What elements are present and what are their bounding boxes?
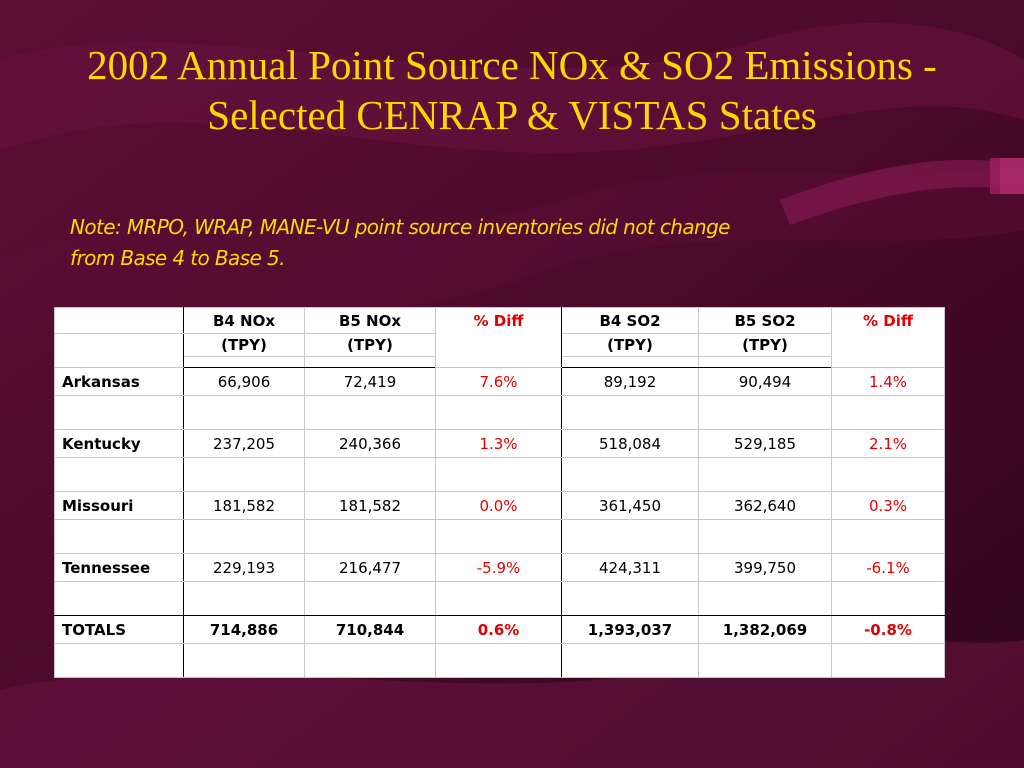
table-spacer-row: [54, 643, 945, 678]
table-row: Tennessee 229,193 216,477 -5.9% 424,311 …: [54, 553, 945, 582]
nox-diff-value: 1.3%: [435, 429, 562, 458]
total-so2-diff: -0.8%: [831, 615, 945, 644]
so2-diff-value: -6.1%: [831, 553, 945, 582]
state-name: Tennessee: [54, 553, 184, 582]
so2-diff-value: 1.4%: [831, 367, 945, 396]
table-spacer-row: [54, 581, 945, 616]
b4-so2-value: 89,192: [561, 367, 699, 396]
b4-nox-value: 181,582: [183, 491, 305, 520]
note-text: Note: MRPO, WRAP, MANE-VU point source i…: [70, 212, 930, 274]
b4-nox-value: 237,205: [183, 429, 305, 458]
header-b4-so2: B4 SO2: [561, 307, 699, 334]
title-line-2: Selected CENRAP & VISTAS States: [207, 92, 817, 138]
total-nox-diff: 0.6%: [435, 615, 562, 644]
note-line-1: Note: MRPO, WRAP, MANE-VU point source i…: [70, 215, 730, 239]
header-b5-so2-unit: (TPY): [698, 333, 832, 357]
header-units-row: (TPY) (TPY) (TPY) (TPY): [54, 333, 945, 368]
table-row: Kentucky 237,205 240,366 1.3% 518,084 52…: [54, 429, 945, 458]
header-corner: [54, 307, 184, 334]
nox-diff-value: 0.0%: [435, 491, 562, 520]
total-b5-so2: 1,382,069: [698, 615, 832, 644]
note-line-2: from Base 4 to Base 5.: [70, 246, 285, 270]
state-name: Kentucky: [54, 429, 184, 458]
b4-so2-value: 424,311: [561, 553, 699, 582]
total-b5-nox: 710,844: [304, 615, 436, 644]
emissions-table: B4 NOx B5 NOx % Diff B4 SO2 B5 SO2 % Dif…: [54, 307, 945, 678]
header-b4-so2-unit: (TPY): [561, 333, 699, 357]
b4-nox-value: 66,906: [183, 367, 305, 396]
header-b5-nox: B5 NOx: [304, 307, 436, 334]
state-name: Arkansas: [54, 367, 184, 396]
b5-so2-value: 529,185: [698, 429, 832, 458]
header-b5-so2: B5 SO2: [698, 307, 832, 334]
table-row: Arkansas 66,906 72,419 7.6% 89,192 90,49…: [54, 367, 945, 396]
b5-so2-value: 362,640: [698, 491, 832, 520]
total-b4-nox: 714,886: [183, 615, 305, 644]
nox-diff-value: 7.6%: [435, 367, 562, 396]
b5-nox-value: 216,477: [304, 553, 436, 582]
header-corner-lower: [54, 333, 184, 368]
header-so2-diff: % Diff: [831, 307, 945, 368]
title-line-1: 2002 Annual Point Source NOx & SO2 Emiss…: [87, 42, 937, 88]
totals-label: TOTALS: [54, 615, 184, 644]
b5-so2-value: 90,494: [698, 367, 832, 396]
b4-so2-value: 361,450: [561, 491, 699, 520]
b4-nox-value: 229,193: [183, 553, 305, 582]
header-row: B4 NOx B5 NOx % Diff B4 SO2 B5 SO2 % Dif…: [54, 307, 945, 368]
state-name: Missouri: [54, 491, 184, 520]
b4-so2-value: 518,084: [561, 429, 699, 458]
b5-so2-value: 399,750: [698, 553, 832, 582]
table-spacer-row: [54, 457, 945, 492]
b5-nox-value: 240,366: [304, 429, 436, 458]
header-b5-nox-unit: (TPY): [304, 333, 436, 357]
table-spacer-row: [54, 395, 945, 430]
slide-title: 2002 Annual Point Source NOx & SO2 Emiss…: [20, 40, 1004, 140]
b5-nox-value: 181,582: [304, 491, 436, 520]
totals-row: TOTALS 714,886 710,844 0.6% 1,393,037 1,…: [54, 615, 945, 644]
header-b4-nox: B4 NOx: [183, 307, 305, 334]
header-spacer-row: [55, 356, 945, 368]
header-b4-nox-unit: (TPY): [183, 333, 305, 357]
table-spacer-row: [54, 519, 945, 554]
so2-diff-value: 2.1%: [831, 429, 945, 458]
table-row: Missouri 181,582 181,582 0.0% 361,450 36…: [54, 491, 945, 520]
nox-diff-value: -5.9%: [435, 553, 562, 582]
header-nox-diff: % Diff: [435, 307, 562, 368]
so2-diff-value: 0.3%: [831, 491, 945, 520]
total-b4-so2: 1,393,037: [561, 615, 699, 644]
b5-nox-value: 72,419: [304, 367, 436, 396]
